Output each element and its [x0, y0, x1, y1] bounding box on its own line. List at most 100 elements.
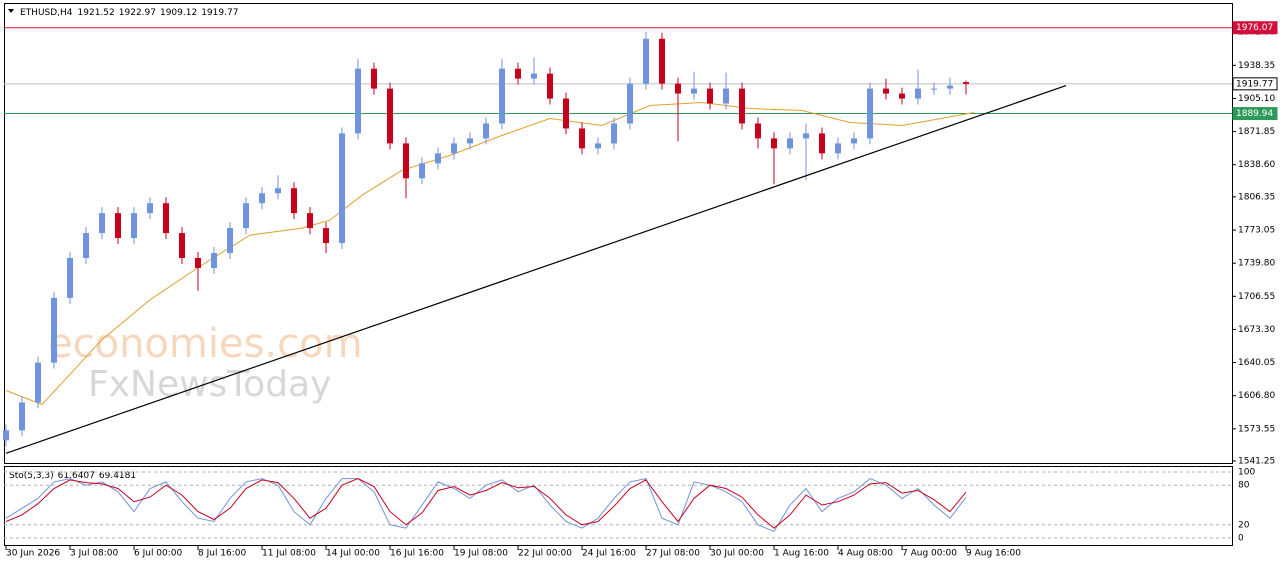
- candle: [67, 252, 73, 304]
- candle: [323, 222, 329, 253]
- open-value: 1921.52: [78, 8, 115, 18]
- x-tick-label: 1 Aug 16:00: [774, 549, 829, 559]
- candle: [675, 77, 681, 142]
- candle-body: [723, 88, 729, 104]
- candle: [787, 132, 793, 155]
- candle: [339, 127, 345, 250]
- candle-body: [851, 138, 857, 144]
- candle: [419, 157, 425, 185]
- candle: [3, 424, 9, 447]
- y-tick-label: 1838.60: [1238, 160, 1275, 170]
- level-label: 1919.77: [1236, 79, 1273, 89]
- level-label: 1889.94: [1236, 109, 1273, 119]
- indicator-tick-label: 100: [1238, 468, 1255, 478]
- candle: [627, 77, 633, 130]
- y-tick-label: 1541.25: [1238, 456, 1275, 466]
- candle-body: [531, 73, 537, 79]
- candle: [883, 78, 889, 100]
- candle: [51, 291, 57, 369]
- candle-body: [35, 362, 41, 403]
- candle: [659, 32, 665, 90]
- candle: [755, 117, 761, 149]
- watermark-text: FxNewsToday: [88, 364, 331, 405]
- header: ETHUSD,H4 1921.52 1922.97 1909.12 1919.77: [20, 8, 238, 18]
- candle-body: [595, 143, 601, 149]
- candle: [803, 123, 809, 181]
- candle-body: [243, 203, 249, 229]
- candle: [291, 182, 297, 220]
- x-tick-label: 14 Jul 00:00: [326, 549, 380, 559]
- candle-body: [483, 123, 489, 139]
- candle: [451, 137, 457, 160]
- candle: [947, 77, 953, 95]
- candle-body: [963, 82, 969, 84]
- candle: [243, 197, 249, 235]
- candle: [931, 82, 937, 95]
- candle: [723, 72, 729, 110]
- indicator-tick-label: 20: [1238, 520, 1250, 530]
- indicator-line: [5, 478, 967, 529]
- candle-body: [387, 88, 393, 144]
- candle: [611, 117, 617, 150]
- candle-body: [643, 38, 649, 84]
- x-tick-label: 30 Jun 2026: [6, 549, 60, 559]
- candle-body: [275, 188, 281, 194]
- candle: [531, 57, 537, 85]
- candle-body: [19, 402, 25, 431]
- candle-body: [131, 213, 137, 239]
- candle-body: [291, 188, 297, 214]
- candle-body: [691, 88, 697, 94]
- level-label-box: [1232, 21, 1278, 35]
- candle: [819, 127, 825, 160]
- candle: [867, 82, 873, 145]
- candle: [467, 132, 473, 150]
- candle: [35, 356, 41, 409]
- candle-body: [659, 38, 665, 84]
- candle: [915, 69, 921, 105]
- candle-body: [115, 213, 121, 239]
- indicator-tick-label: 80: [1238, 481, 1250, 491]
- indicator-main-value: 61.6407: [58, 471, 95, 481]
- candle-body: [755, 123, 761, 139]
- x-tick-label: 16 Jul 16:00: [390, 549, 444, 559]
- y-tick-label: 1606.80: [1238, 391, 1275, 401]
- candle-body: [67, 257, 73, 298]
- candle-body: [403, 143, 409, 179]
- candle-body: [787, 138, 793, 149]
- candle: [19, 396, 25, 437]
- candle-body: [435, 153, 441, 164]
- trendline: [5, 85, 1067, 454]
- candle: [691, 71, 697, 100]
- candle-body: [259, 193, 265, 204]
- candle: [515, 62, 521, 85]
- x-tick-label: 19 Jul 08:00: [454, 549, 508, 559]
- candle: [499, 58, 505, 130]
- moving-average: [5, 101, 975, 406]
- candle: [115, 207, 121, 245]
- candle: [835, 137, 841, 160]
- low-value: 1909.12: [160, 8, 197, 18]
- indicator-header: Sto(5,3,3) 61.6407 69.4181: [9, 471, 136, 481]
- symbol: ETHUSD,H4: [20, 8, 73, 18]
- x-tick-label: 7 Aug 00:00: [902, 549, 957, 559]
- candle: [275, 175, 281, 200]
- x-tick-label: 9 Aug 16:00: [966, 549, 1021, 559]
- candle: [195, 252, 201, 291]
- candle-body: [355, 68, 361, 134]
- indicator-signal-value: 69.4181: [99, 471, 136, 481]
- candle-body: [611, 123, 617, 144]
- candle-body: [547, 73, 553, 99]
- candle: [547, 67, 553, 105]
- indicator-line: [5, 478, 967, 533]
- candle-body: [147, 203, 153, 214]
- menu-arrow[interactable]: [8, 9, 14, 13]
- y-tick-label: 1739.80: [1238, 259, 1275, 269]
- candle: [371, 62, 377, 95]
- candle: [435, 147, 441, 170]
- candle-body: [915, 88, 921, 99]
- candle-body: [675, 83, 681, 94]
- y-tick-label: 1573.55: [1238, 424, 1275, 434]
- candle: [643, 31, 649, 90]
- candle-body: [163, 203, 169, 234]
